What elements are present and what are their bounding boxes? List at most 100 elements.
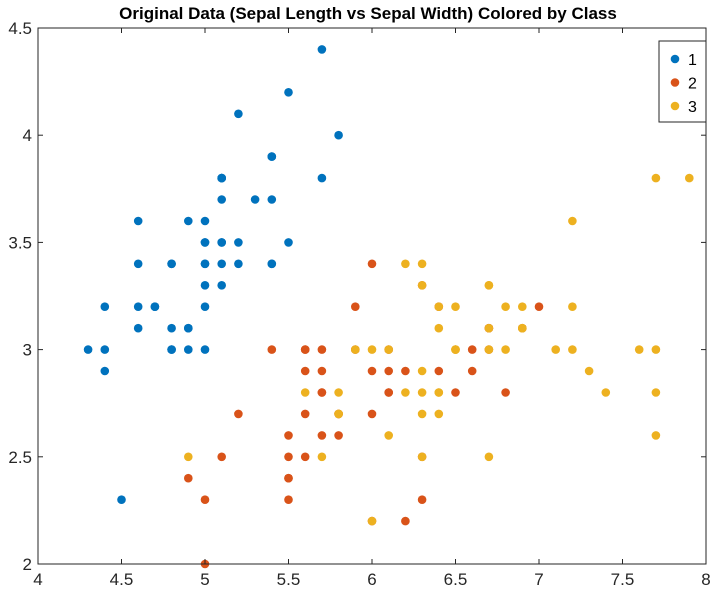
data-point <box>685 173 694 183</box>
data-point <box>401 259 410 269</box>
data-point <box>417 281 427 290</box>
data-point <box>317 366 327 376</box>
data-point <box>200 345 210 354</box>
legend-label: 2 <box>688 76 697 93</box>
data-point <box>351 345 360 354</box>
data-point <box>434 366 444 376</box>
data-point <box>384 366 394 376</box>
data-point <box>317 452 327 462</box>
data-point <box>217 195 226 204</box>
data-point <box>568 345 577 354</box>
chart-title: Original Data (Sepal Length vs Sepal Wid… <box>119 4 617 23</box>
legend: 1 2 3 <box>658 40 707 123</box>
data-point <box>317 173 327 183</box>
data-point <box>501 345 510 354</box>
data-point <box>518 323 527 333</box>
data-point <box>384 345 394 354</box>
legend-label: 1 <box>688 52 697 69</box>
data-point <box>334 431 343 440</box>
data-point <box>484 452 494 462</box>
legend-marker <box>670 54 680 64</box>
plot-area <box>83 45 694 569</box>
data-point <box>401 388 410 397</box>
x-tick-label: 5 <box>200 570 209 589</box>
data-point <box>534 302 544 312</box>
data-point <box>417 259 427 269</box>
data-point <box>451 302 460 312</box>
legend-box <box>658 40 707 123</box>
data-point <box>651 431 661 440</box>
data-point <box>401 366 410 376</box>
x-tick-label: 4.5 <box>110 570 134 589</box>
data-point <box>300 345 310 354</box>
data-point <box>417 452 427 462</box>
data-point <box>284 238 293 247</box>
data-point <box>417 495 427 505</box>
data-point <box>601 388 611 397</box>
data-point <box>100 366 110 376</box>
x-tick-label: 7.5 <box>611 570 635 589</box>
data-point <box>234 109 243 119</box>
series-1 <box>83 45 343 505</box>
data-point <box>568 302 577 312</box>
data-point <box>300 388 310 397</box>
data-point <box>434 409 444 419</box>
data-point <box>518 302 527 312</box>
y-tick-label: 4.5 <box>8 19 32 38</box>
legend-label: 3 <box>688 99 697 116</box>
data-point <box>200 238 210 247</box>
data-point <box>217 452 226 462</box>
data-point <box>417 409 427 419</box>
y-tick-label: 2 <box>23 555 32 574</box>
y-tick-label: 2.5 <box>8 448 32 467</box>
data-point <box>417 366 427 376</box>
data-point <box>434 323 444 333</box>
data-point <box>484 345 494 354</box>
data-point <box>651 173 661 183</box>
legend-marker <box>670 78 680 87</box>
data-point <box>200 259 210 269</box>
data-point <box>184 452 193 462</box>
legend-marker <box>670 101 680 111</box>
data-point <box>334 409 343 419</box>
data-point <box>467 345 477 354</box>
data-point <box>284 495 293 505</box>
data-point <box>184 473 193 483</box>
data-point <box>100 345 110 354</box>
data-point <box>284 88 293 97</box>
data-point <box>200 281 210 290</box>
data-point <box>467 366 477 376</box>
x-tick-label: 7 <box>534 570 543 589</box>
data-point <box>184 323 193 333</box>
data-point <box>234 238 243 247</box>
data-point <box>334 388 343 397</box>
data-point <box>167 323 176 333</box>
data-point <box>133 323 143 333</box>
data-point <box>200 302 210 312</box>
data-point <box>167 259 176 269</box>
x-tick-label: 6.5 <box>444 570 468 589</box>
data-point <box>234 409 243 419</box>
data-point <box>133 259 143 269</box>
data-point <box>300 409 310 419</box>
data-point <box>367 409 377 419</box>
data-point <box>100 302 110 312</box>
legend-item: 3 <box>670 99 697 116</box>
data-point <box>501 302 510 312</box>
data-point <box>634 345 644 354</box>
data-point <box>217 259 226 269</box>
axes-box <box>37 27 707 565</box>
x-tick-label: 6 <box>367 570 376 589</box>
data-point <box>334 130 343 140</box>
data-point <box>133 302 143 312</box>
y-tick-label: 3.5 <box>8 233 32 252</box>
data-point <box>317 45 327 54</box>
data-point <box>300 366 310 376</box>
data-point <box>184 345 193 354</box>
data-point <box>451 388 460 397</box>
data-point <box>217 173 226 183</box>
data-point <box>284 431 293 440</box>
data-point <box>367 345 377 354</box>
data-point <box>250 195 260 204</box>
data-point <box>451 345 460 354</box>
